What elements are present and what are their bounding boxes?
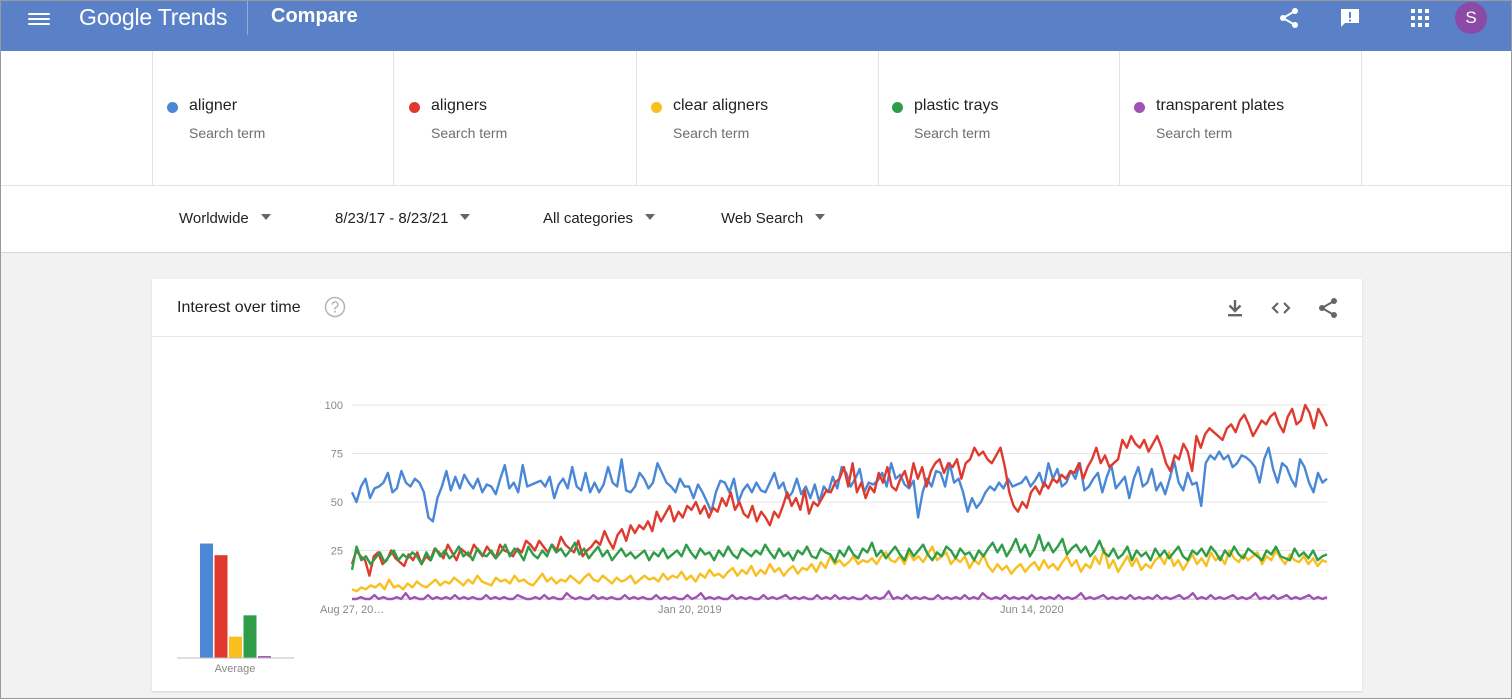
term-name: plastic trays [914,97,999,114]
share-icon[interactable] [1277,6,1301,30]
average-bar-aligners [214,555,228,658]
share-icon[interactable] [1316,296,1340,320]
series-line-clear-aligners [351,545,1328,593]
term-name: transparent plates [1156,97,1285,114]
average-bar-aligner [200,543,213,658]
series-color-dot [167,102,178,113]
term-card-transparent-plates[interactable]: transparent plates Search term [1120,51,1362,185]
interest-line-chart[interactable]: 25 50 75 100 Aug 27, 20… Jan 20, 2019 Jun 14, … [152,337,1362,691]
term-card-aligners[interactable]: aligners Search term [395,51,637,185]
help-icon[interactable] [324,296,346,318]
interest-over-time-card: Interest over time 25 50 75 100 Aug 27, 20… J… [152,279,1362,691]
x-tick-label: Aug 27, 20… [320,604,384,616]
category-value: All categories [543,210,634,227]
term-name: aligner [189,97,238,114]
y-tick-label: 75 [331,449,343,461]
search-type-dropdown[interactable]: Web Search [721,210,826,227]
series-line-transparent-plates [352,589,1328,601]
series-line-plastic-trays [350,533,1328,571]
average-bar-plastic-trays [243,615,257,658]
y-tick-label: 50 [331,497,343,509]
chart-area: 25 50 75 100 Aug 27, 20… Jan 20, 2019 Jun 14, … [152,337,1362,691]
filter-bar: Worldwide 8/23/17 - 8/23/21 All categori… [1,185,1511,253]
term-type: Search term [431,125,508,141]
feedback-icon[interactable] [1338,6,1362,30]
avatar[interactable]: S [1455,2,1487,34]
chevron-down-icon [815,214,826,221]
term-card-plastic-trays[interactable]: plastic trays Search term [878,51,1120,185]
page-title: Compare [271,5,358,27]
date-range-dropdown[interactable]: 8/23/17 - 8/23/21 [335,210,471,227]
y-tick-label: 100 [325,400,343,412]
search-type-value: Web Search [721,210,804,227]
average-label: Average [215,663,256,675]
embed-icon[interactable] [1269,296,1293,320]
series-line-aligners [350,403,1329,577]
apps-grid-icon[interactable] [1408,6,1432,30]
download-icon[interactable] [1223,296,1247,320]
term-name: clear aligners [673,97,769,114]
average-bar-transparent-plates [258,656,271,658]
card-header: Interest over time [152,279,1362,337]
y-tick-label: 25 [331,546,343,558]
average-bar-clear-aligners [229,636,242,658]
region-dropdown[interactable]: Worldwide [179,210,271,227]
term-name: aligners [431,97,488,114]
series-color-dot [892,102,903,113]
term-type: Search term [189,125,266,141]
logo-google-text: Google [79,4,152,30]
header-divider [247,1,248,35]
logo-trends-text: Trends [157,4,228,30]
card-title: Interest over time [177,299,301,316]
term-card-aligner[interactable]: aligner Search term [152,51,394,185]
chevron-down-icon [260,214,271,221]
chevron-down-icon [645,214,656,221]
term-type: Search term [1156,125,1233,141]
google-trends-logo[interactable]: Google Trends [79,4,227,31]
term-type: Search term [914,125,991,141]
chevron-down-icon [460,214,471,221]
series-color-dot [651,102,662,113]
compare-terms-bar: aligner Search term aligners Search term… [1,51,1511,185]
series-color-dot [409,102,420,113]
menu-icon[interactable] [28,10,50,28]
top-app-bar: Google Trends Compare S [1,1,1511,51]
x-tick-label: Jun 14, 2020 [1000,604,1064,616]
date-range-value: 8/23/17 - 8/23/21 [335,210,449,227]
series-color-dot [1134,102,1145,113]
region-value: Worldwide [179,210,249,227]
term-card-clear-aligners[interactable]: clear aligners Search term [637,51,879,185]
term-type: Search term [673,125,750,141]
category-dropdown[interactable]: All categories [543,210,656,227]
x-tick-label: Jan 20, 2019 [658,604,722,616]
series-line-aligner [350,446,1328,523]
